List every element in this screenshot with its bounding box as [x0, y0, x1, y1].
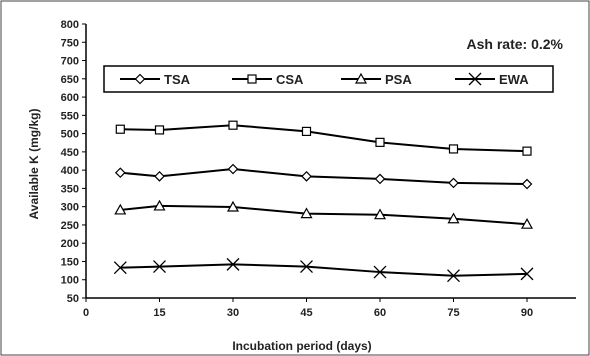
legend-item-csa: CSA — [232, 72, 304, 87]
data-point-csa — [154, 125, 165, 135]
y-tick-label: 800 — [61, 19, 79, 31]
y-tick-label: 500 — [61, 129, 79, 141]
data-point-psa — [114, 203, 127, 215]
data-point-tsa — [154, 170, 165, 182]
data-point-ewa — [226, 257, 240, 271]
legend-item-psa: PSA — [341, 72, 412, 87]
data-point-csa — [375, 137, 385, 147]
y-tick-label: 550 — [61, 110, 79, 122]
x-tick-label: 15 — [153, 307, 165, 319]
legend-label-psa: PSA — [385, 72, 412, 87]
legend-item-ewa: EWA — [455, 72, 529, 87]
y-tick-label: 300 — [61, 202, 79, 214]
y-tick-label: 150 — [61, 256, 79, 268]
data-point-ewa — [153, 260, 166, 274]
y-axis-title: Available K (mg/kg) — [27, 109, 41, 220]
data-point-csa — [448, 144, 459, 154]
annotation-ash-rate: Ash rate: 0.2% — [467, 36, 564, 52]
series-group — [113, 120, 534, 283]
data-point-ewa — [373, 265, 387, 279]
data-point-csa — [522, 146, 532, 156]
x-tick-label: 0 — [83, 307, 89, 319]
y-tick-label: 250 — [61, 220, 79, 232]
series-ewa — [113, 257, 534, 283]
legend-marker-psa — [354, 72, 368, 84]
legend-marker-ewa — [468, 72, 482, 86]
y-tick-label: 350 — [61, 183, 79, 195]
data-point-tsa — [301, 170, 312, 182]
data-point-csa — [228, 120, 238, 130]
y-tick-label: 200 — [61, 238, 79, 250]
data-point-ewa — [520, 267, 534, 281]
y-tick-label: 750 — [61, 37, 79, 49]
legend-item-tsa: TSA — [120, 72, 191, 87]
y-tick-label: 600 — [61, 92, 79, 104]
series-csa — [115, 120, 532, 156]
x-axis-title: Incubation period (days) — [232, 339, 371, 353]
data-point-tsa — [448, 177, 459, 189]
y-tick-label: 400 — [61, 165, 79, 177]
y-tick-label: 650 — [61, 74, 79, 86]
data-point-psa — [300, 207, 313, 219]
data-point-csa — [301, 126, 312, 137]
legend: TSA CSA PSA EWA — [103, 65, 554, 93]
y-tick-label: 100 — [61, 275, 79, 287]
data-point-ewa — [300, 260, 313, 274]
x-tick-label: 60 — [374, 307, 386, 319]
y-axis-ticks: 50 100 150 200 250 300 350 400 450 500 550 600 650 70… — [61, 19, 86, 305]
data-point-psa — [520, 217, 534, 229]
data-point-tsa — [114, 167, 126, 179]
data-point-tsa — [521, 178, 533, 190]
data-point-psa — [447, 212, 460, 224]
y-tick-label: 450 — [61, 147, 79, 159]
y-tick-label: 50 — [67, 293, 79, 305]
data-point-psa — [373, 208, 387, 220]
legend-label-ewa: EWA — [499, 72, 529, 87]
data-point-ewa — [113, 261, 127, 275]
series-psa — [114, 199, 534, 229]
legend-marker-csa — [247, 74, 257, 84]
data-point-ewa — [447, 269, 460, 283]
x-tick-label: 90 — [521, 307, 533, 319]
legend-label-tsa: TSA — [164, 72, 191, 87]
data-point-psa — [226, 200, 240, 212]
legend-marker-tsa — [134, 73, 146, 85]
x-tick-label: 45 — [300, 307, 312, 319]
data-point-tsa — [374, 173, 386, 185]
series-tsa — [114, 163, 533, 190]
x-tick-label: 75 — [447, 307, 459, 319]
x-axis-ticks: 0 15 30 45 60 75 90 — [83, 298, 533, 319]
data-point-psa — [153, 199, 166, 211]
axes — [85, 24, 576, 299]
data-point-tsa — [227, 163, 239, 175]
legend-label-csa: CSA — [276, 72, 304, 87]
x-tick-label: 30 — [227, 307, 239, 319]
y-tick-label: 700 — [61, 56, 79, 68]
data-point-csa — [115, 124, 125, 134]
